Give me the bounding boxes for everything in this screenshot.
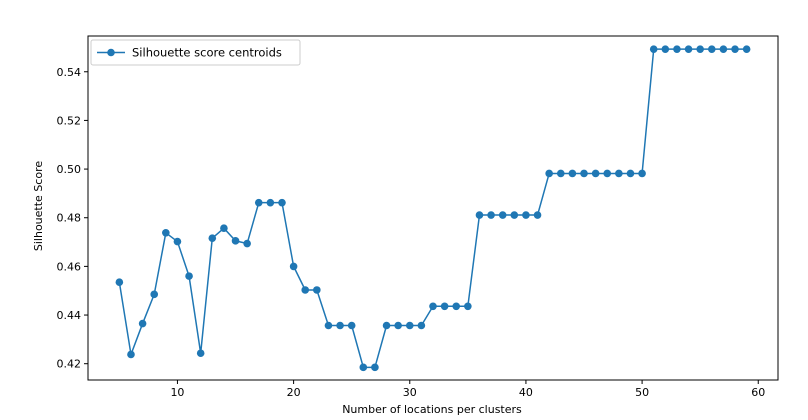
data-point bbox=[649, 45, 658, 53]
y-tick-label: 0.44 bbox=[57, 309, 82, 322]
data-point bbox=[150, 290, 159, 299]
data-point bbox=[162, 229, 170, 237]
data-point bbox=[487, 211, 495, 219]
data-point bbox=[336, 321, 344, 330]
y-tick-label: 0.50 bbox=[57, 163, 82, 176]
y-tick-label: 0.48 bbox=[57, 212, 82, 225]
data-point bbox=[719, 45, 728, 53]
data-point bbox=[696, 45, 704, 53]
data-point bbox=[684, 45, 693, 53]
x-axis-title: Number of locations per clusters bbox=[342, 403, 522, 416]
data-point bbox=[661, 45, 670, 53]
data-point bbox=[429, 302, 437, 311]
data-point bbox=[231, 237, 240, 245]
data-point bbox=[626, 169, 635, 178]
data-point bbox=[115, 278, 124, 287]
data-point bbox=[673, 45, 681, 53]
data-point bbox=[498, 211, 507, 219]
data-point bbox=[591, 169, 600, 178]
data-point bbox=[254, 198, 263, 207]
data-point bbox=[522, 211, 530, 219]
x-tick-label: 20 bbox=[287, 386, 301, 399]
data-point bbox=[127, 350, 135, 359]
y-tick-label: 0.46 bbox=[57, 260, 82, 273]
y-tick-label: 0.54 bbox=[57, 66, 82, 79]
data-point bbox=[220, 224, 228, 232]
data-point bbox=[347, 321, 356, 330]
data-point bbox=[707, 45, 716, 53]
axes: 10 20 30 40 50 60 0.42 0.44 0.46 0.48 0.50 0.52 0.54 bbox=[57, 35, 779, 399]
data-point bbox=[545, 169, 553, 178]
data-point bbox=[615, 169, 623, 178]
data-point bbox=[394, 321, 402, 330]
axes-frame bbox=[87, 35, 779, 381]
data-point bbox=[313, 286, 321, 294]
data-point bbox=[580, 169, 588, 178]
data-point bbox=[405, 321, 414, 330]
y-tick-label: 0.52 bbox=[57, 114, 82, 127]
data-point bbox=[382, 321, 391, 330]
x-tick-label: 40 bbox=[519, 386, 533, 399]
data-point bbox=[289, 262, 298, 271]
legend-label: Silhouette score centroids bbox=[132, 46, 282, 60]
data-point bbox=[371, 363, 379, 372]
data-point bbox=[556, 169, 565, 178]
x-tick-label: 10 bbox=[170, 386, 184, 399]
data-point bbox=[475, 211, 484, 219]
y-tick-label: 0.42 bbox=[57, 358, 82, 371]
data-point bbox=[603, 169, 612, 178]
data-point bbox=[440, 302, 449, 311]
legend: Silhouette score centroids bbox=[90, 39, 301, 66]
plot-area bbox=[115, 45, 751, 372]
data-point bbox=[301, 286, 310, 294]
data-point bbox=[464, 302, 472, 311]
x-tick-label: 60 bbox=[751, 386, 765, 399]
data-point bbox=[533, 211, 542, 219]
data-point bbox=[196, 349, 205, 358]
y-axis-title: Silhouette Score bbox=[32, 161, 45, 251]
series-line bbox=[118, 48, 747, 369]
data-point bbox=[243, 239, 251, 248]
x-tick-label: 30 bbox=[403, 386, 417, 399]
data-point bbox=[185, 272, 193, 280]
data-point bbox=[742, 45, 751, 53]
data-point bbox=[173, 237, 182, 246]
data-point bbox=[324, 321, 333, 330]
data-point bbox=[731, 45, 739, 53]
data-point bbox=[266, 198, 275, 207]
data-point bbox=[417, 321, 426, 330]
legend-marker-sample bbox=[107, 48, 115, 57]
data-point bbox=[208, 234, 217, 242]
data-point bbox=[359, 363, 368, 372]
data-point bbox=[278, 198, 286, 207]
data-point bbox=[510, 211, 519, 219]
data-point bbox=[452, 302, 461, 311]
x-tick-label: 50 bbox=[635, 386, 649, 399]
data-point bbox=[568, 169, 577, 178]
legend-frame bbox=[90, 39, 301, 66]
data-point bbox=[138, 319, 147, 328]
data-point bbox=[638, 169, 646, 178]
